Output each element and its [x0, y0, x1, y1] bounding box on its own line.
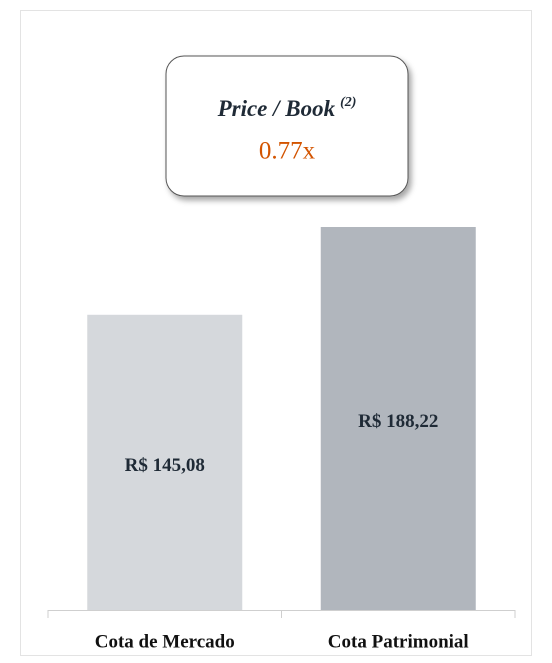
annotation-title: Price / Book (2) — [217, 95, 357, 121]
x-tick-label: Cota Patrimonial — [328, 631, 469, 652]
annotation-title-text: Price / Book — [217, 96, 336, 121]
annotation-value: 0.77x — [259, 138, 316, 165]
annotation-footnote: (2) — [340, 95, 356, 110]
data-label: R$ 145,08 — [125, 455, 205, 476]
data-label: R$ 188,22 — [358, 411, 438, 432]
bar — [320, 227, 476, 610]
annotation-box — [165, 55, 409, 197]
x-tick-label: Cota de Mercado — [95, 631, 235, 652]
plot: R$ 145,08 Cota de Mercado R$ 188,22 Cota Pa… — [47, 227, 516, 652]
bar — [87, 314, 243, 610]
